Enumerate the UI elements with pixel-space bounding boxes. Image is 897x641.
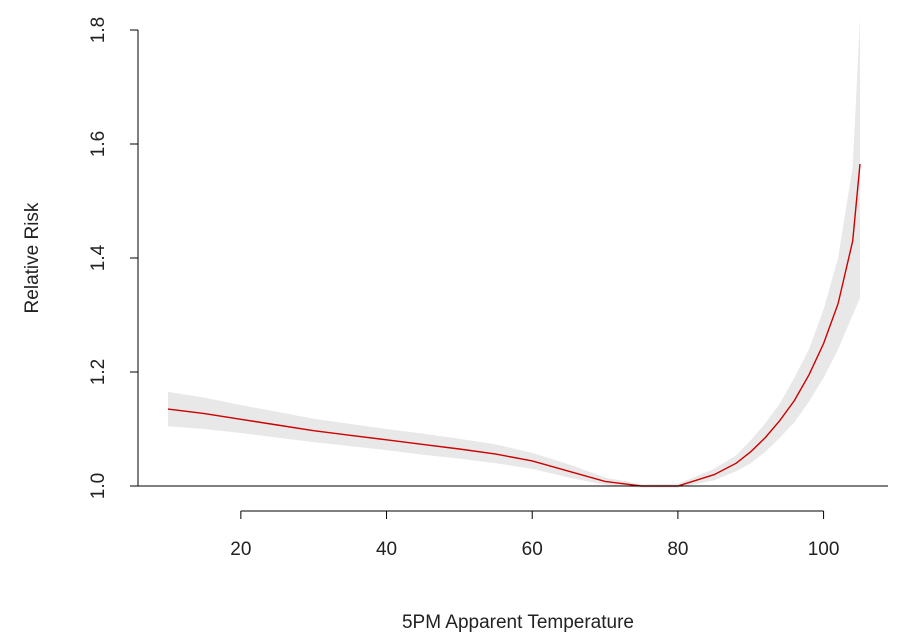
axes: 20 40 60 80 100 1.0 1.2 1.4 1.6 1.8 <box>88 17 888 560</box>
y-axis-title: Relative Risk <box>22 202 43 313</box>
x-tick-label: 40 <box>376 539 397 560</box>
x-tick-label: 80 <box>667 539 688 560</box>
x-axis-title: 5PM Apparent Temperature <box>402 612 634 633</box>
y-tick-label: 1.4 <box>88 244 109 271</box>
x-axis-ticks: 20 40 60 80 100 <box>230 511 839 560</box>
confidence-band <box>168 18 860 488</box>
x-tick-label: 60 <box>522 539 543 560</box>
y-tick-label: 1.8 <box>88 17 109 43</box>
y-tick-label: 1.2 <box>88 359 109 385</box>
y-axis-ticks: 1.0 1.2 1.4 1.6 1.8 <box>88 17 138 499</box>
x-tick-label: 100 <box>808 539 840 560</box>
x-tick-label: 20 <box>230 539 251 560</box>
y-tick-label: 1.6 <box>88 131 109 157</box>
y-tick-label: 1.0 <box>88 473 109 499</box>
relative-risk-line <box>167 163 861 487</box>
plot-area <box>167 18 861 488</box>
